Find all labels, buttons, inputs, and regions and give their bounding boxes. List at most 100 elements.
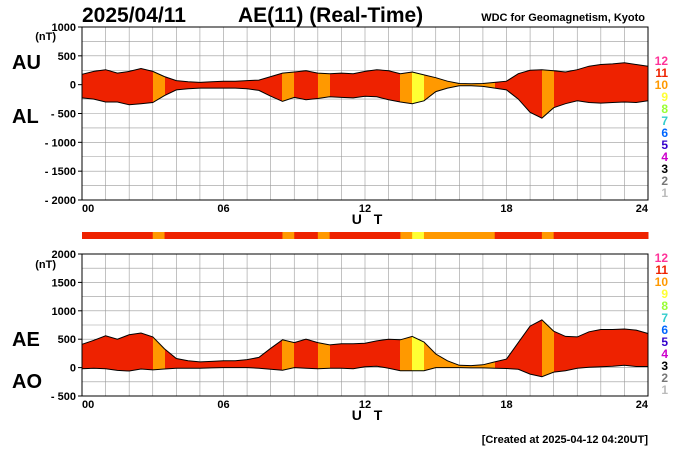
activity-bar <box>487 83 489 88</box>
activity-bar <box>567 71 569 104</box>
activity-bar <box>84 343 86 369</box>
activity-bar <box>189 360 191 369</box>
activity-bar <box>98 70 100 101</box>
activity-bar <box>595 330 597 368</box>
activity-bar <box>129 71 131 105</box>
activity-bar <box>195 361 197 369</box>
activity-bar <box>282 73 284 102</box>
activity-bar <box>600 329 602 367</box>
activity-bar <box>131 70 133 105</box>
activity-bar <box>353 73 355 98</box>
activity-strip-segment <box>223 232 236 239</box>
activity-bar <box>613 329 615 367</box>
activity-bar <box>569 71 571 103</box>
activity-bar <box>516 345 518 370</box>
activity-bar <box>150 336 152 370</box>
activity-bar <box>597 64 599 103</box>
activity-bar <box>316 342 318 369</box>
activity-bar <box>326 344 328 369</box>
activity-bar <box>156 73 158 101</box>
activity-bar <box>470 365 472 368</box>
activity-strip-segment <box>235 232 248 239</box>
activity-bar <box>242 360 244 368</box>
activity-bar <box>89 72 91 99</box>
activity-bar <box>171 78 173 93</box>
activity-bar <box>243 359 245 368</box>
activity-bar <box>241 80 243 89</box>
activity-bar <box>585 333 587 368</box>
activity-bar <box>555 71 557 108</box>
activity-bar <box>592 65 594 103</box>
legend-level-4: 4 <box>661 347 668 361</box>
activity-bar <box>291 72 293 99</box>
activity-bar <box>421 340 423 371</box>
activity-bar <box>270 348 272 370</box>
activity-bar <box>133 70 135 105</box>
activity-bar <box>602 329 604 367</box>
activity-bar <box>582 334 584 368</box>
activity-bar <box>586 332 588 368</box>
x-tick-label: 00 <box>82 203 94 215</box>
activity-bar <box>311 71 313 100</box>
activity-bar <box>291 341 293 369</box>
activity-bar <box>419 73 421 102</box>
activity-bar <box>367 342 369 367</box>
activity-bar <box>315 72 317 99</box>
activity-bar <box>524 71 526 107</box>
activity-bar <box>120 72 122 103</box>
activity-bar <box>509 354 511 369</box>
activity-bar <box>369 70 371 97</box>
activity-bar <box>110 337 112 370</box>
activity-bar <box>539 321 541 377</box>
activity-bar <box>210 81 212 89</box>
activity-bar <box>164 76 166 96</box>
activity-bar <box>453 363 455 368</box>
activity-bar <box>635 64 637 103</box>
activity-bar <box>408 337 410 371</box>
activity-bar <box>537 322 539 376</box>
activity-bar <box>565 71 567 104</box>
activity-bar <box>506 359 508 369</box>
activity-bar <box>162 346 164 370</box>
activity-bar <box>634 64 636 103</box>
legend-level-2: 2 <box>661 174 668 188</box>
activity-bar <box>280 341 282 371</box>
activity-bar <box>454 363 456 368</box>
activity-bar <box>470 83 472 86</box>
activity-bar <box>83 343 85 369</box>
activity-bar <box>210 361 212 368</box>
activity-bar <box>556 71 558 107</box>
activity-bar <box>208 81 210 89</box>
activity-bar <box>126 335 128 371</box>
activity-bar <box>458 365 460 368</box>
activity-bar <box>477 365 479 368</box>
activity-bar <box>608 64 610 103</box>
activity-strip-segment <box>282 232 295 239</box>
activity-bar <box>466 83 468 86</box>
activity-bar <box>88 72 90 99</box>
activity-bar <box>234 360 236 368</box>
activity-bar <box>121 337 123 371</box>
activity-bar <box>333 344 335 369</box>
activity-bar <box>111 337 113 370</box>
activity-bar <box>606 329 608 367</box>
activity-bar <box>344 73 346 98</box>
activity-strip-segment <box>140 232 154 239</box>
activity-bar <box>453 82 455 87</box>
activity-bar <box>495 361 497 369</box>
activity-bar <box>464 83 466 86</box>
activity-bar <box>235 360 237 368</box>
activity-bar <box>324 343 326 369</box>
activity-bar <box>237 360 239 368</box>
activity-bar <box>452 82 454 88</box>
activity-bar <box>319 73 321 99</box>
activity-bar <box>550 328 552 374</box>
activity-bar <box>563 335 565 371</box>
activity-bar <box>274 345 276 370</box>
activity-bar <box>246 80 248 89</box>
activity-bar <box>219 81 221 89</box>
activity-bar <box>220 360 222 368</box>
activity-bar <box>137 333 139 370</box>
activity-bar <box>413 72 415 104</box>
activity-bar <box>122 337 124 371</box>
